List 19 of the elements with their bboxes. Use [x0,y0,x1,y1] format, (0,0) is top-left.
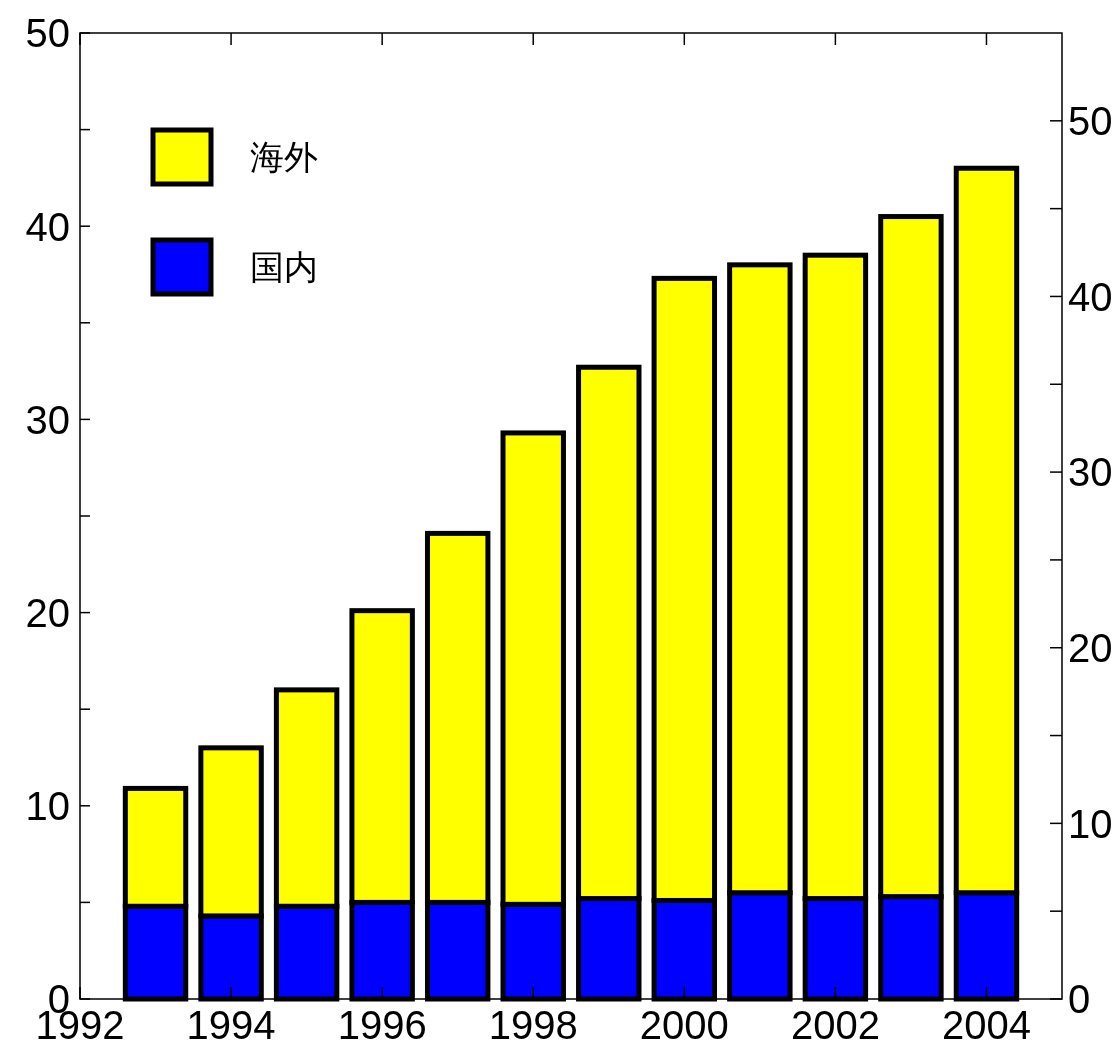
x-tick-label: 1996 [337,1003,427,1047]
legend-label: 海外 [250,138,318,177]
y-tick-label: 10 [25,784,70,829]
x-tick-label: 2000 [639,1003,729,1047]
y2-tick-label: 50 [1068,99,1113,144]
y2-tick-label: 0 [1068,977,1091,1022]
y-tick-label: 20 [25,591,70,635]
x-tick-label: 2004 [941,1003,1031,1047]
y-tick-label: 30 [25,397,70,442]
x-tick-label: 2002 [790,1003,880,1047]
y-tick-label: 50 [25,11,70,56]
x-tick-label: 1994 [186,1003,276,1047]
y2-tick-label: 30 [1068,450,1113,495]
y-tick-label: 40 [25,204,70,249]
y2-tick-label: 20 [1068,626,1113,671]
legend-label: 国内 [250,248,318,287]
y2-tick-label: 10 [1068,801,1113,846]
y2-tick-label: 40 [1068,274,1113,319]
x-tick-label: 1998 [488,1003,578,1047]
